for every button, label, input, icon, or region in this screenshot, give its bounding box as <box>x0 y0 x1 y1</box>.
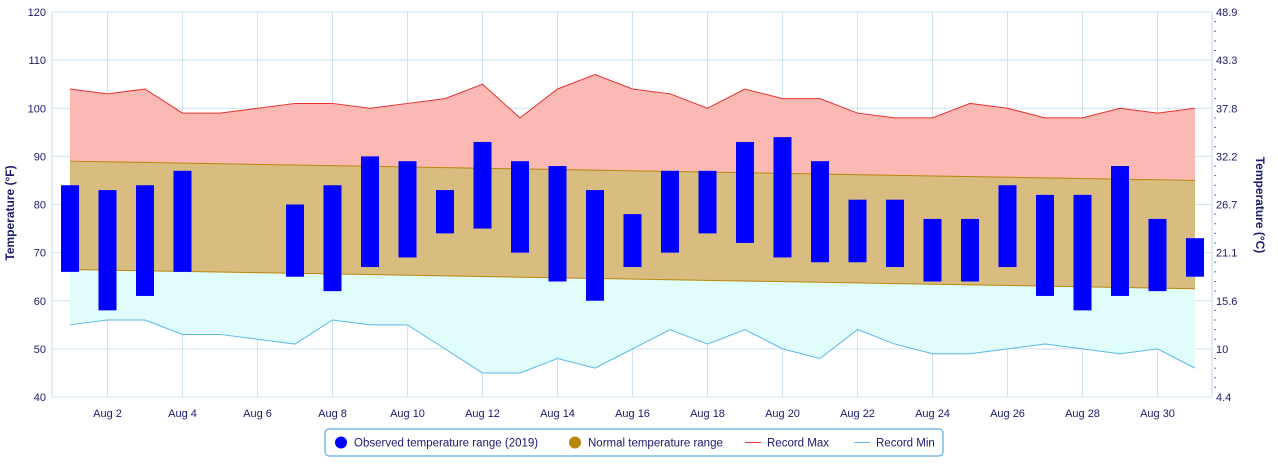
legend-label-normal: Normal temperature range <box>588 438 723 450</box>
legend-box <box>324 428 944 457</box>
observed-bar <box>698 170 717 234</box>
record-min-line <box>69 319 1196 374</box>
observed-bar <box>661 170 679 253</box>
observed-bar <box>548 166 567 282</box>
observed-bar <box>923 218 942 282</box>
observed-bar <box>773 137 792 258</box>
x-tick-label: Aug 10 <box>390 408 425 420</box>
observed-bar <box>961 218 979 282</box>
observed-bar <box>848 199 867 263</box>
observed-bar <box>736 141 754 243</box>
y-right-tick-label: 21.1 <box>1216 248 1237 260</box>
legend: Observed temperature range (2019) Normal … <box>324 428 944 457</box>
record-max-band <box>70 74 1195 181</box>
y-left-tick-label: 80 <box>34 200 46 212</box>
legend-marker-observed <box>335 436 347 449</box>
record-min-band <box>70 269 1195 373</box>
observed-bar <box>1186 238 1204 277</box>
observed-bar <box>998 185 1017 268</box>
y-axis-left-title: Temperature (°F) <box>3 165 17 260</box>
y-right-tick-label: 48.9 <box>1216 7 1237 19</box>
legend-marker-normal <box>569 436 581 449</box>
x-tick-label: Aug 22 <box>840 408 875 420</box>
normal-high-line <box>69 160 1196 181</box>
observed-bar <box>623 214 642 268</box>
y-right-tick-label: 15.6 <box>1216 296 1237 308</box>
observed-bar <box>61 185 79 272</box>
x-tick-label: Aug 6 <box>243 408 272 420</box>
y-right-tick-label: 26.7 <box>1216 200 1237 212</box>
observed-bar <box>98 190 117 311</box>
x-tick-label: Aug 28 <box>1065 408 1100 420</box>
y-right-tick-label: 43.3 <box>1216 55 1237 67</box>
y-left-tick-label: 50 <box>34 344 46 356</box>
observed-bar <box>136 185 154 296</box>
observed-bar <box>361 156 379 268</box>
y-left-tick-label: 120 <box>28 7 46 19</box>
legend-label-record-max: Record Max <box>767 438 829 450</box>
legend-label-record-min: Record Min <box>876 438 935 450</box>
x-tick-label: Aug 16 <box>615 408 650 420</box>
observed-bar <box>1111 166 1129 296</box>
y-axis-right-title: Temperature (°C) <box>1253 157 1267 254</box>
y-left-tick-label: 40 <box>34 392 46 404</box>
normal-low-line <box>69 268 1196 290</box>
x-tick-label: Aug 30 <box>1140 408 1175 420</box>
x-tick-label: Aug 20 <box>765 408 800 420</box>
x-tick-label: Aug 18 <box>690 408 725 420</box>
observed-bar <box>323 185 342 292</box>
observed-bar <box>586 190 604 301</box>
observed-bar <box>811 161 829 263</box>
y-right-tick-label: 4.4 <box>1216 392 1231 404</box>
x-tick-label: Aug 12 <box>465 408 500 420</box>
x-tick-label: Aug 2 <box>93 408 122 420</box>
y-left-tick-label: 100 <box>28 103 46 115</box>
observed-bar <box>473 141 492 229</box>
y-right-tick-label: 10 <box>1216 344 1228 356</box>
observed-bar <box>511 161 529 253</box>
observed-bar <box>1036 194 1054 296</box>
x-tick-label: Aug 14 <box>540 408 575 420</box>
observed-bar <box>886 199 904 268</box>
observed-bars <box>61 137 1204 311</box>
y-left-tick-label: 70 <box>34 248 46 260</box>
observed-bar <box>286 204 304 277</box>
x-tick-label: Aug 8 <box>318 408 347 420</box>
x-tick-label: Aug 26 <box>990 408 1025 420</box>
axes: 40 50 60 70 80 90 100 110 120 4.4 10 15.6 21.1 26.7 32… <box>28 7 1238 420</box>
observed-bar <box>398 161 417 258</box>
y-right-tick-label: 32.2 <box>1216 151 1237 163</box>
y-right-tick-label: 37.8 <box>1216 103 1237 115</box>
legend-label-observed: Observed temperature range (2019) <box>354 438 538 450</box>
y-left-tick-label: 110 <box>28 55 46 67</box>
observed-bar <box>436 190 454 234</box>
record-lines <box>69 74 1196 374</box>
y-left-tick-label: 90 <box>34 151 46 163</box>
observed-bar <box>173 170 192 272</box>
observed-bar <box>1073 194 1092 311</box>
record-max-line <box>69 74 1196 119</box>
observed-bar <box>1148 218 1167 292</box>
y-left-tick-label: 60 <box>34 296 46 308</box>
x-tick-label: Aug 24 <box>915 408 950 420</box>
x-tick-label: Aug 4 <box>168 408 197 420</box>
